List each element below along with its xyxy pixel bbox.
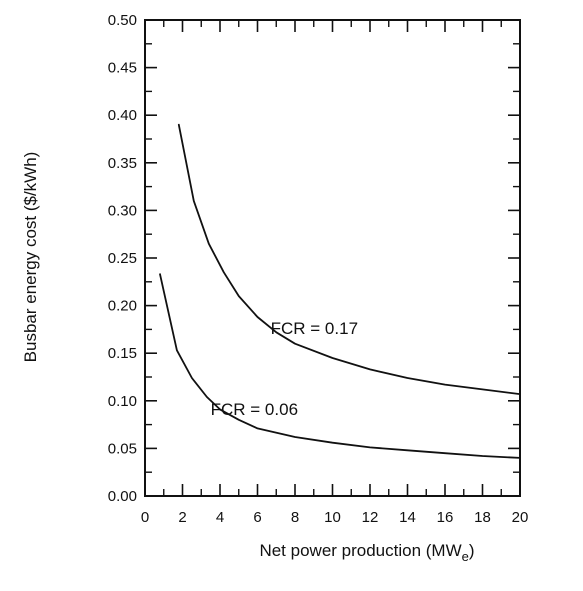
series-line-fcr-006: [159, 273, 521, 459]
y-tick-label: 0.20: [108, 298, 137, 315]
tick-marks: [144, 19, 521, 497]
x-tick-label: 6: [253, 509, 261, 526]
curve-annotations: FCR = 0.17 FCR = 0.06: [211, 319, 358, 419]
series-line-fcr-017: [177, 123, 521, 396]
x-tick-label: 12: [362, 509, 379, 526]
x-tick-label: 4: [216, 509, 224, 526]
x-tick-label: 0: [141, 509, 149, 526]
curve-label-fcr-017: FCR = 0.17: [271, 319, 358, 338]
y-tick-label: 0.15: [108, 345, 137, 362]
x-tick-label: 2: [178, 509, 186, 526]
y-tick-label: 0.30: [108, 202, 137, 219]
x-tick-label: 10: [324, 509, 341, 526]
y-tick-label: 0.25: [108, 250, 137, 267]
y-tick-label: 0.45: [108, 60, 137, 77]
x-axis-title: Net power production (MWe): [259, 541, 474, 564]
x-axis-title-subscript: e: [462, 549, 469, 564]
y-tick-label: 0.05: [108, 440, 137, 457]
plot-frame: [144, 19, 521, 497]
curve-label-fcr-006: FCR = 0.06: [211, 400, 298, 419]
y-tick-label: 0.10: [108, 393, 137, 410]
y-tick-label: 0.00: [108, 488, 137, 505]
x-tick-label: 16: [437, 509, 454, 526]
y-tick-label: 0.35: [108, 155, 137, 172]
y-tick-labels: 0.00 0.05 0.10 0.15 0.20 0.25 0.30 0.35 0.40 0.45…: [108, 12, 137, 505]
x-axis-title-end: ): [469, 541, 475, 560]
y-axis-title: Busbar energy cost ($/kWh): [21, 152, 40, 363]
series-lines: [159, 123, 521, 459]
x-tick-label: 14: [399, 509, 416, 526]
x-tick-label: 20: [512, 509, 529, 526]
x-tick-labels: 0 2 4 6 8 10 12 14 16 18 20: [141, 509, 529, 526]
y-tick-label: 0.50: [108, 12, 137, 29]
x-tick-label: 8: [291, 509, 299, 526]
x-axis-title-main: Net power production (MW: [259, 541, 461, 560]
y-tick-label: 0.40: [108, 107, 137, 124]
x-tick-label: 18: [474, 509, 491, 526]
